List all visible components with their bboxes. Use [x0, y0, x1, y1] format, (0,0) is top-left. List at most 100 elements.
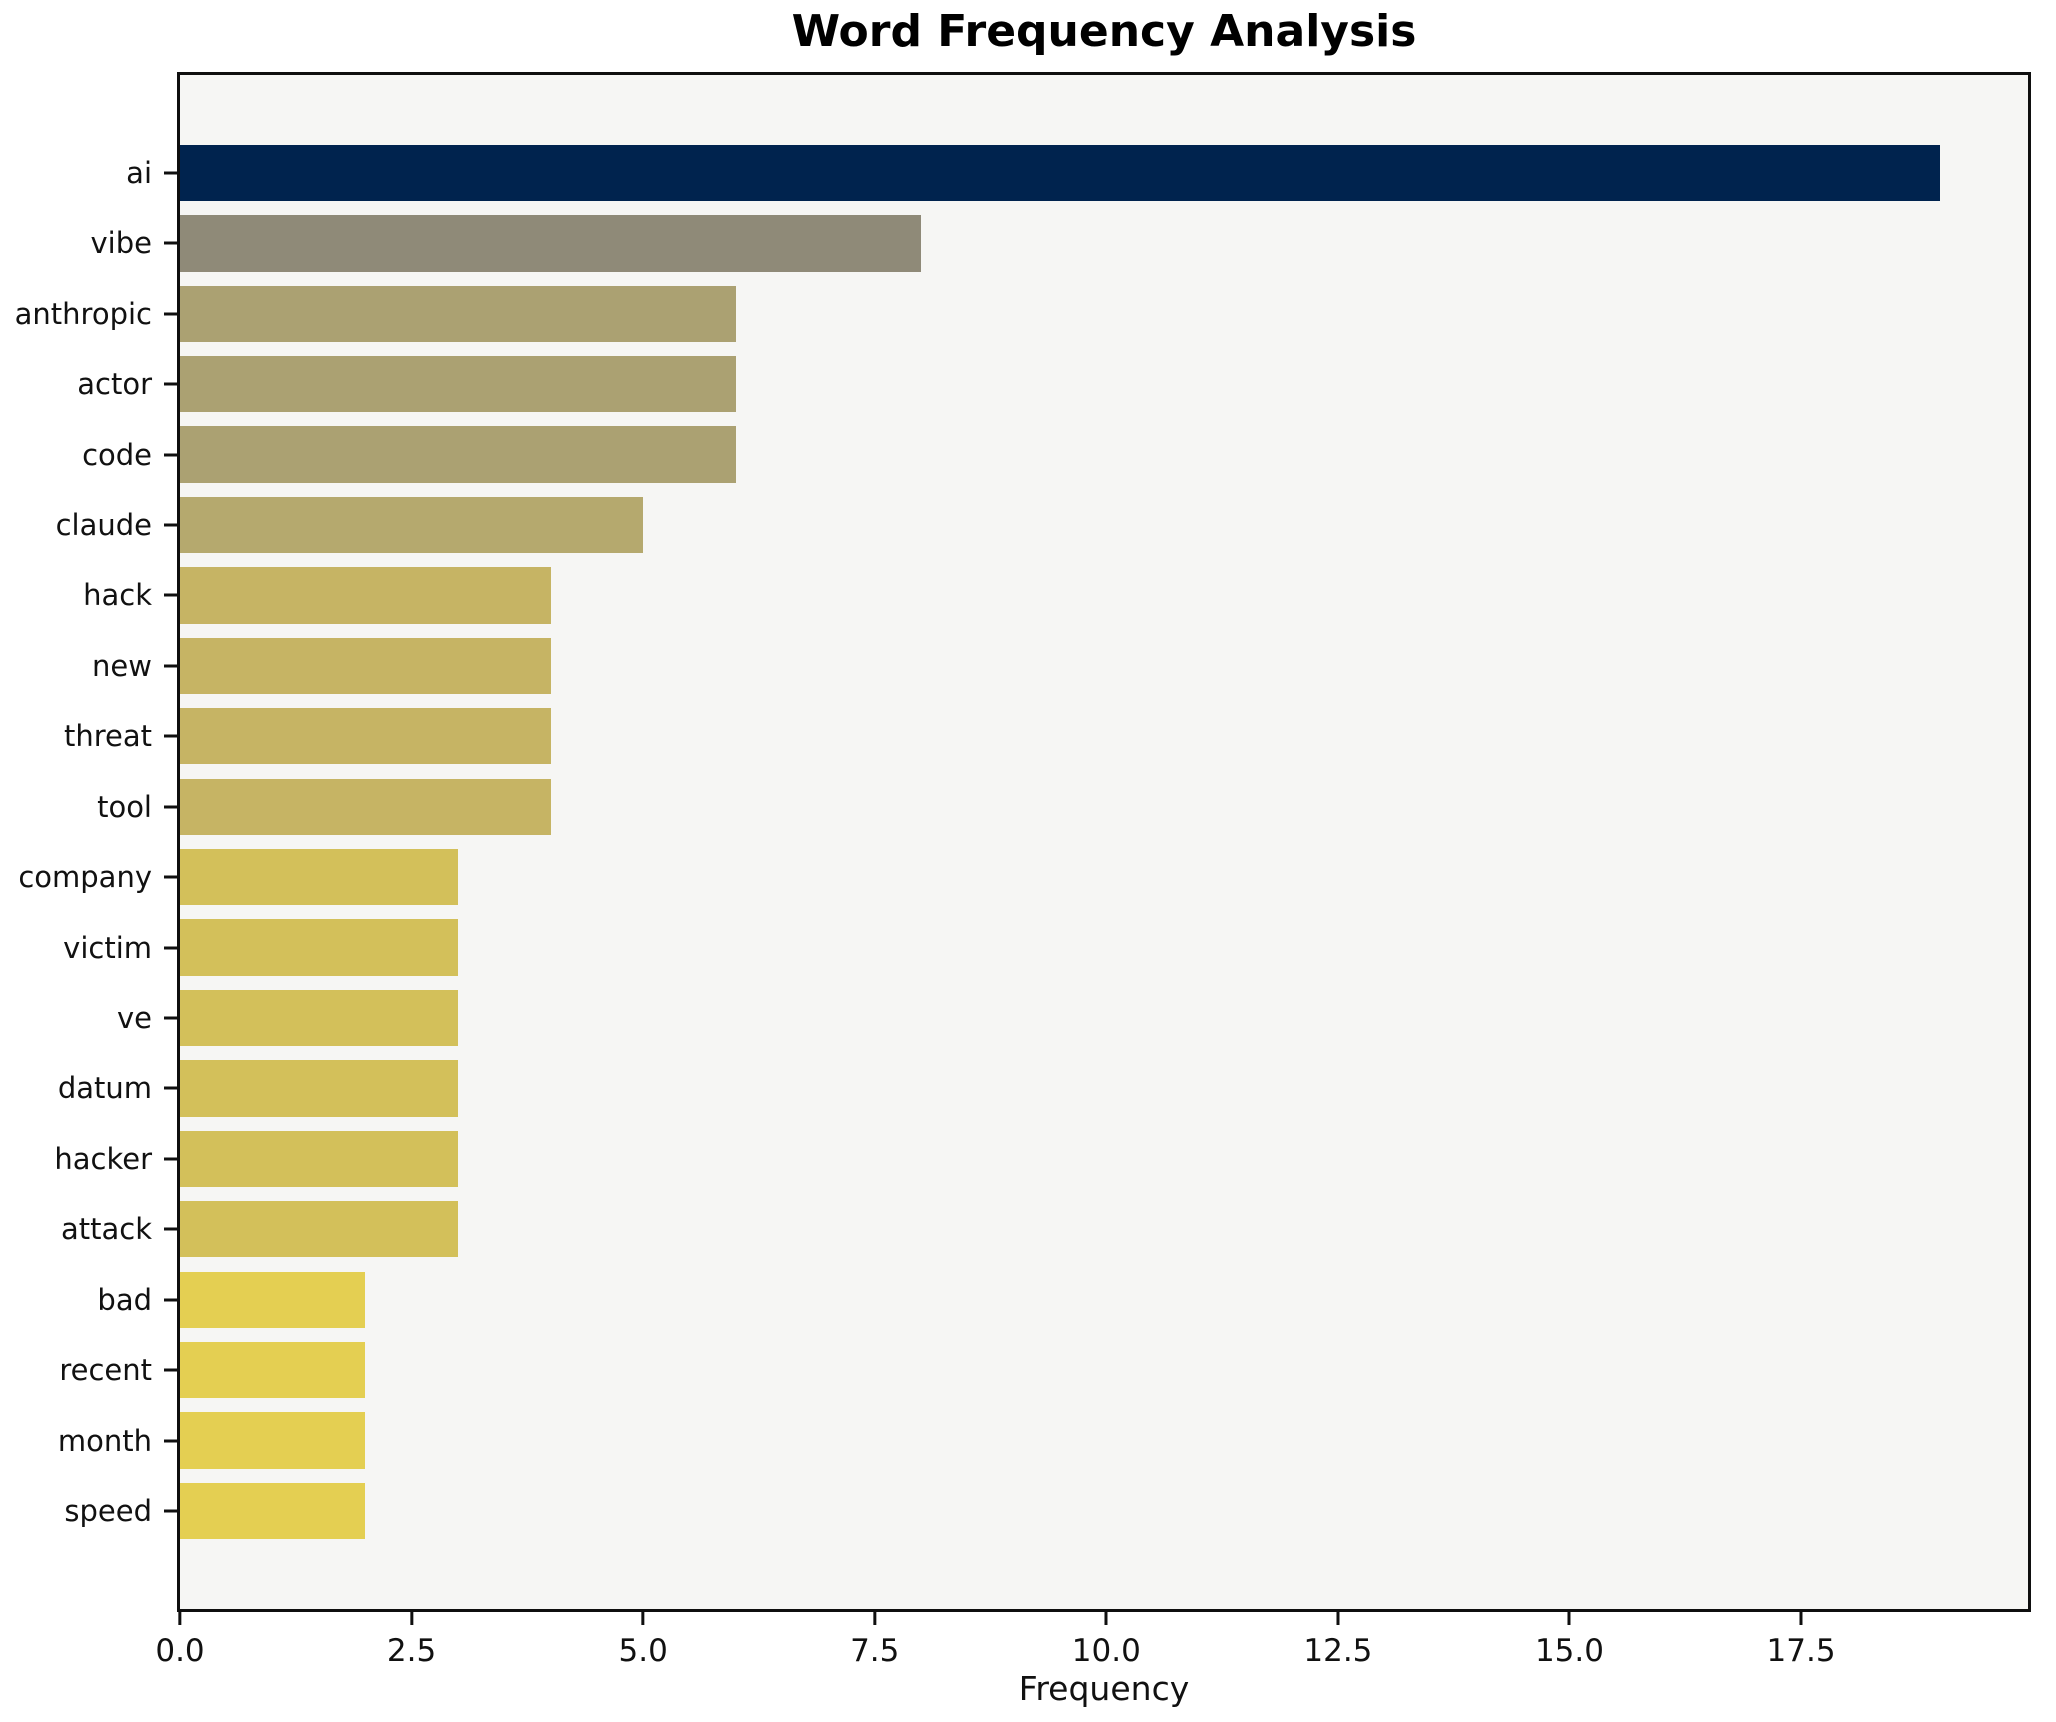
- y-tick: [164, 171, 177, 175]
- bar-row: month: [58, 1405, 2028, 1475]
- x-tick-mark: [1567, 1612, 1571, 1625]
- bar-tool: [180, 778, 551, 835]
- y-axis-label: hacker: [54, 1141, 152, 1176]
- bar-actor: [180, 356, 736, 413]
- bar-row: ve: [117, 983, 2028, 1053]
- bar-speed: [180, 1482, 366, 1540]
- bar-row: hack: [83, 560, 2028, 630]
- x-tick-label: 15.0: [1534, 1633, 1604, 1669]
- bar-attack: [180, 1201, 458, 1258]
- y-tick: [164, 946, 177, 950]
- bar-ai: [180, 144, 1940, 202]
- bar-vibe: [180, 215, 922, 272]
- y-tick: [164, 1368, 177, 1372]
- bar-row: threat: [64, 701, 2028, 771]
- bar-row: victim: [63, 912, 2028, 982]
- y-axis-label: vibe: [90, 226, 152, 261]
- bar-row: speed: [64, 1476, 2028, 1546]
- y-tick: [164, 1157, 177, 1161]
- y-tick: [164, 1016, 177, 1020]
- bar-datum: [180, 1060, 458, 1117]
- plot-rows: ai vibe anthropic actor code claude hack new thr…: [15, 138, 2028, 1547]
- y-axis-label: new: [92, 648, 152, 683]
- x-tick-mark: [641, 1612, 645, 1625]
- chart-title: Word Frequency Analysis: [791, 6, 1417, 57]
- bar-anthropic: [180, 285, 736, 342]
- y-tick: [164, 1227, 177, 1231]
- y-axis-label: recent: [59, 1353, 152, 1388]
- x-tick-mark: [410, 1612, 414, 1625]
- bar-row: company: [18, 842, 2028, 912]
- y-axis-label: claude: [55, 508, 152, 543]
- y-tick: [164, 241, 177, 245]
- y-tick: [164, 734, 177, 738]
- x-tick-mark: [1336, 1612, 1340, 1625]
- bar-hacker: [180, 1130, 458, 1187]
- y-axis-label: ve: [116, 1001, 152, 1035]
- bar-row: actor: [77, 349, 2028, 419]
- y-axis-label: datum: [57, 1071, 152, 1106]
- y-axis-label: speed: [64, 1493, 152, 1528]
- x-tick-mark: [873, 1612, 877, 1625]
- bar-victim: [180, 919, 458, 976]
- x-tick-label: 12.5: [1303, 1633, 1373, 1669]
- bar-row: claude: [56, 490, 2028, 560]
- bar-row: tool: [97, 772, 2028, 842]
- y-tick: [164, 1439, 177, 1443]
- x-tick-label: 17.5: [1766, 1633, 1836, 1669]
- y-tick: [164, 593, 177, 597]
- bar-row: vibe: [91, 208, 2028, 278]
- y-tick: [164, 1509, 177, 1513]
- y-axis-label: bad: [97, 1282, 152, 1317]
- y-axis-label: month: [57, 1423, 152, 1458]
- bar-new: [180, 637, 551, 695]
- x-tick-mark: [1799, 1612, 1803, 1625]
- y-axis-label: victim: [63, 930, 152, 965]
- bar-claude: [180, 496, 644, 554]
- x-tick-label: 2.5: [386, 1633, 437, 1669]
- y-axis-label: code: [82, 437, 152, 472]
- y-axis-label: threat: [63, 719, 152, 754]
- bar-company: [180, 848, 458, 906]
- y-axis-label: attack: [60, 1212, 152, 1247]
- y-tick: [164, 805, 177, 809]
- x-tick-label: 10.0: [1071, 1633, 1141, 1669]
- y-tick: [164, 453, 177, 457]
- x-tick-label: 0.0: [155, 1633, 205, 1669]
- x-tick: 5.0: [619, 1612, 668, 1669]
- y-axis-label: actor: [77, 367, 152, 402]
- bar-row: ai: [126, 138, 2028, 208]
- y-tick: [164, 382, 177, 386]
- y-axis-label: tool: [97, 789, 152, 824]
- y-tick: [164, 312, 177, 316]
- bar-bad: [180, 1271, 366, 1328]
- x-tick-mark: [1104, 1612, 1108, 1625]
- y-tick: [164, 1086, 177, 1090]
- bar-month: [180, 1412, 366, 1469]
- x-tick: 7.5: [850, 1612, 899, 1669]
- y-axis-label: hack: [83, 578, 152, 613]
- x-tick: 2.5: [387, 1612, 436, 1669]
- bar-threat: [180, 708, 551, 765]
- bar-row: hacker: [54, 1124, 2028, 1194]
- y-tick: [164, 1298, 177, 1302]
- x-tick: 10.0: [1072, 1612, 1141, 1669]
- x-tick: 17.5: [1767, 1612, 1836, 1669]
- bar-row: recent: [59, 1335, 2028, 1405]
- x-tick: 0.0: [155, 1612, 205, 1669]
- x-tick-label: 7.5: [850, 1633, 900, 1669]
- y-tick: [164, 523, 177, 527]
- bar-row: datum: [58, 1053, 2028, 1123]
- plot-area: ai vibe anthropic actor code claude hack new thr…: [15, 72, 2031, 1708]
- x-tick-mark: [178, 1612, 182, 1625]
- x-tick-label: 5.0: [618, 1633, 668, 1669]
- bar-row: bad: [97, 1264, 2028, 1334]
- y-axis-label: company: [18, 860, 152, 895]
- y-tick: [164, 664, 177, 668]
- bar-ve: [180, 989, 458, 1047]
- bar-code: [180, 426, 736, 483]
- bar-row: new: [92, 631, 2028, 701]
- bar-row: attack: [61, 1194, 2028, 1264]
- bar-row: anthropic: [15, 279, 2028, 349]
